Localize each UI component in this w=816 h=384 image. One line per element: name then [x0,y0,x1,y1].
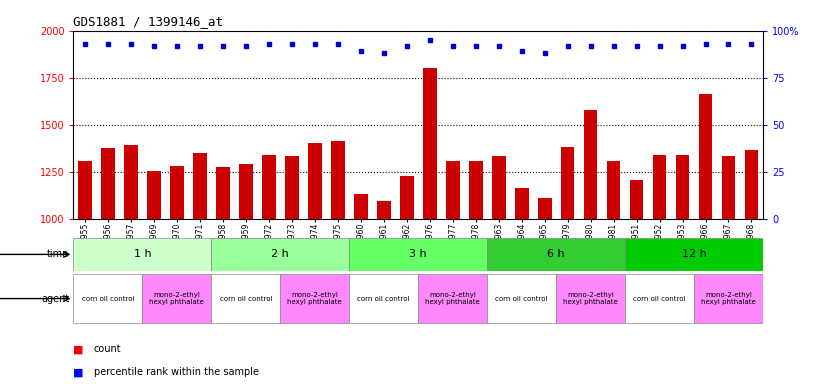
Bar [653,155,667,219]
Bar [211,238,349,271]
Bar [744,150,758,219]
Bar [78,162,92,219]
Bar [698,94,712,219]
Text: count: count [94,344,122,354]
Bar [446,162,459,219]
Bar [625,238,763,271]
Text: 6 h: 6 h [548,249,565,260]
Text: ■: ■ [73,367,84,377]
Bar [694,274,763,323]
Bar [308,143,322,219]
Bar [606,161,620,219]
Bar [468,161,482,219]
Bar [418,274,487,323]
Text: corn oil control: corn oil control [633,296,685,301]
Bar [281,274,349,323]
Bar [142,274,211,323]
Text: corn oil control: corn oil control [495,296,548,301]
Text: ■: ■ [73,344,84,354]
Text: GDS1881 / 1399146_at: GDS1881 / 1399146_at [73,15,224,28]
Bar [400,175,414,219]
Bar [124,146,138,219]
Bar [354,194,368,219]
Bar [211,274,281,323]
Text: corn oil control: corn oil control [220,296,272,301]
Bar [349,274,418,323]
Text: corn oil control: corn oil control [82,296,134,301]
Bar [538,198,552,219]
Bar [630,180,644,219]
Bar [330,141,344,219]
Text: time: time [47,249,69,260]
Text: 1 h: 1 h [134,249,151,260]
Bar [561,147,574,219]
Bar [285,156,299,219]
Bar [423,68,437,219]
Text: agent: agent [41,293,69,304]
Bar [73,274,142,323]
Text: percentile rank within the sample: percentile rank within the sample [94,367,259,377]
Bar [556,274,625,323]
Bar [377,201,391,219]
Bar [583,110,597,219]
Bar [721,156,735,219]
Bar [239,164,253,219]
Bar [101,148,115,219]
Bar [487,274,557,323]
Bar [73,238,211,271]
Text: mono-2-ethyl
hexyl phthalate: mono-2-ethyl hexyl phthalate [149,292,204,305]
Bar [492,156,506,219]
Bar [170,166,184,219]
Bar [147,171,161,219]
Text: 12 h: 12 h [681,249,707,260]
Text: mono-2-ethyl
hexyl phthalate: mono-2-ethyl hexyl phthalate [563,292,618,305]
Bar [676,155,690,219]
Bar [216,167,230,219]
Text: 2 h: 2 h [272,249,289,260]
Bar [262,155,276,219]
Text: 3 h: 3 h [410,249,427,260]
Bar [515,188,529,219]
Text: mono-2-ethyl
hexyl phthalate: mono-2-ethyl hexyl phthalate [287,292,342,305]
Bar [625,274,694,323]
Bar [193,153,206,219]
Text: corn oil control: corn oil control [357,296,410,301]
Text: mono-2-ethyl
hexyl phthalate: mono-2-ethyl hexyl phthalate [425,292,480,305]
Bar [349,238,487,271]
Text: mono-2-ethyl
hexyl phthalate: mono-2-ethyl hexyl phthalate [701,292,756,305]
Bar [487,238,625,271]
